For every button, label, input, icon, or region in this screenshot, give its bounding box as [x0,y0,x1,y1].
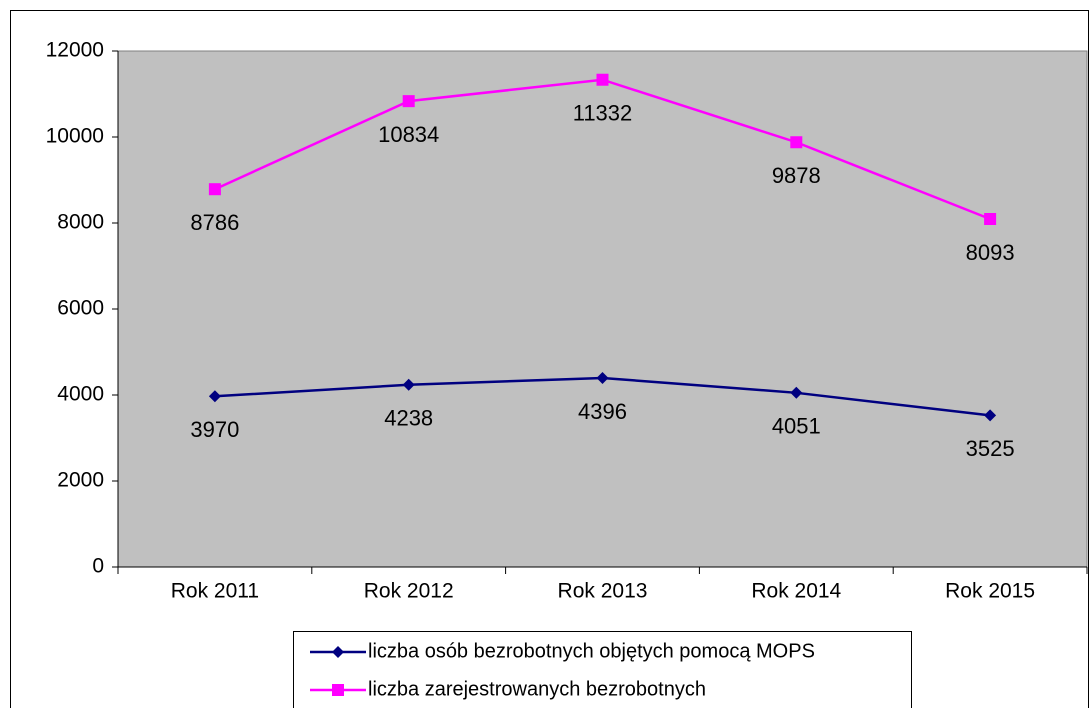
y-tick-label: 4000 [57,383,104,406]
data-label: 4051 [772,414,821,439]
legend-marker [332,684,344,696]
point [984,409,997,422]
point [402,95,415,108]
point [790,136,803,149]
point [402,378,415,391]
point [596,371,609,384]
point [984,213,997,226]
point [208,183,221,196]
data-label: 11332 [573,101,633,126]
plot-area [117,50,1088,568]
x-tick-label: Rok 2012 [364,580,454,603]
data-label: 8093 [966,240,1015,265]
x-tick-label: Rok 2011 [171,580,259,603]
y-tick-label: 0 [92,555,104,578]
x-tick-label: Rok 2013 [558,580,648,603]
y-tick-label: 10000 [46,125,104,148]
data-label: 9878 [772,163,821,188]
data-label: 4396 [578,399,627,424]
point [596,73,609,86]
data-label: 4238 [384,406,433,431]
data-label: 10834 [378,122,439,147]
x-tick-label: Rok 2015 [945,580,1035,603]
legend-label: liczba osób bezrobotnych objętych pomocą… [368,640,815,662]
y-tick-label: 6000 [57,297,104,320]
data-label: 3970 [190,417,239,442]
legend-marker [332,646,344,658]
point [208,390,221,403]
legend-label: liczba zarejestrowanych bezrobotnych [368,678,706,700]
y-tick-label: 8000 [57,211,104,234]
x-tick-label: Rok 2014 [751,580,841,603]
legend [293,631,912,713]
y-tick-label: 2000 [57,469,104,492]
data-label: 3525 [966,436,1015,461]
point [790,386,803,399]
data-label: 8786 [190,210,239,235]
y-tick-label: 12000 [46,39,104,62]
